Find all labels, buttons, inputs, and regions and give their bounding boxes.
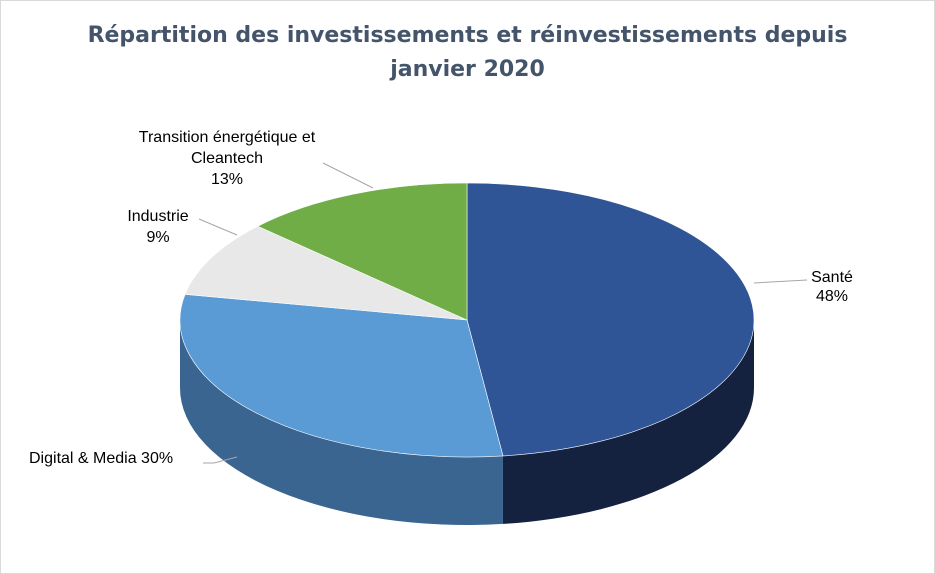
label-transition-value: 13% <box>211 171 243 188</box>
pie-slice-transition-energetique-et-cleantech <box>257 182 468 321</box>
pie-slice-industrie <box>184 225 468 321</box>
pie-side-digital-media <box>180 320 503 525</box>
pie-tops <box>179 182 755 458</box>
label-sante-value: 48% <box>816 288 848 305</box>
label-industrie-name: Industrie <box>127 208 188 225</box>
leader-industrie <box>198 218 238 236</box>
pie-sides <box>180 320 754 525</box>
pie-slice-sante <box>466 182 755 457</box>
leader-lines <box>198 162 808 464</box>
label-digital-media: Digital & Media 30% <box>29 450 173 467</box>
leader-digital <box>203 456 238 464</box>
chart-title: Répartition des investissements et réinv… <box>1 19 934 87</box>
pie-side-sante <box>502 320 754 524</box>
chart-title-line-1: Répartition des investissements et réinv… <box>87 23 848 48</box>
pie-slice-digital-media <box>179 294 504 458</box>
label-sante-name: Santé <box>811 269 853 286</box>
leader-transition <box>322 162 374 189</box>
label-transition-line-2: Cleantech <box>191 150 263 167</box>
label-industrie-value: 9% <box>146 229 169 246</box>
chart-title-line-2: janvier 2020 <box>390 57 545 82</box>
leader-sante <box>753 279 808 284</box>
label-transition-line-1: Transition énergétique et <box>139 129 316 146</box>
